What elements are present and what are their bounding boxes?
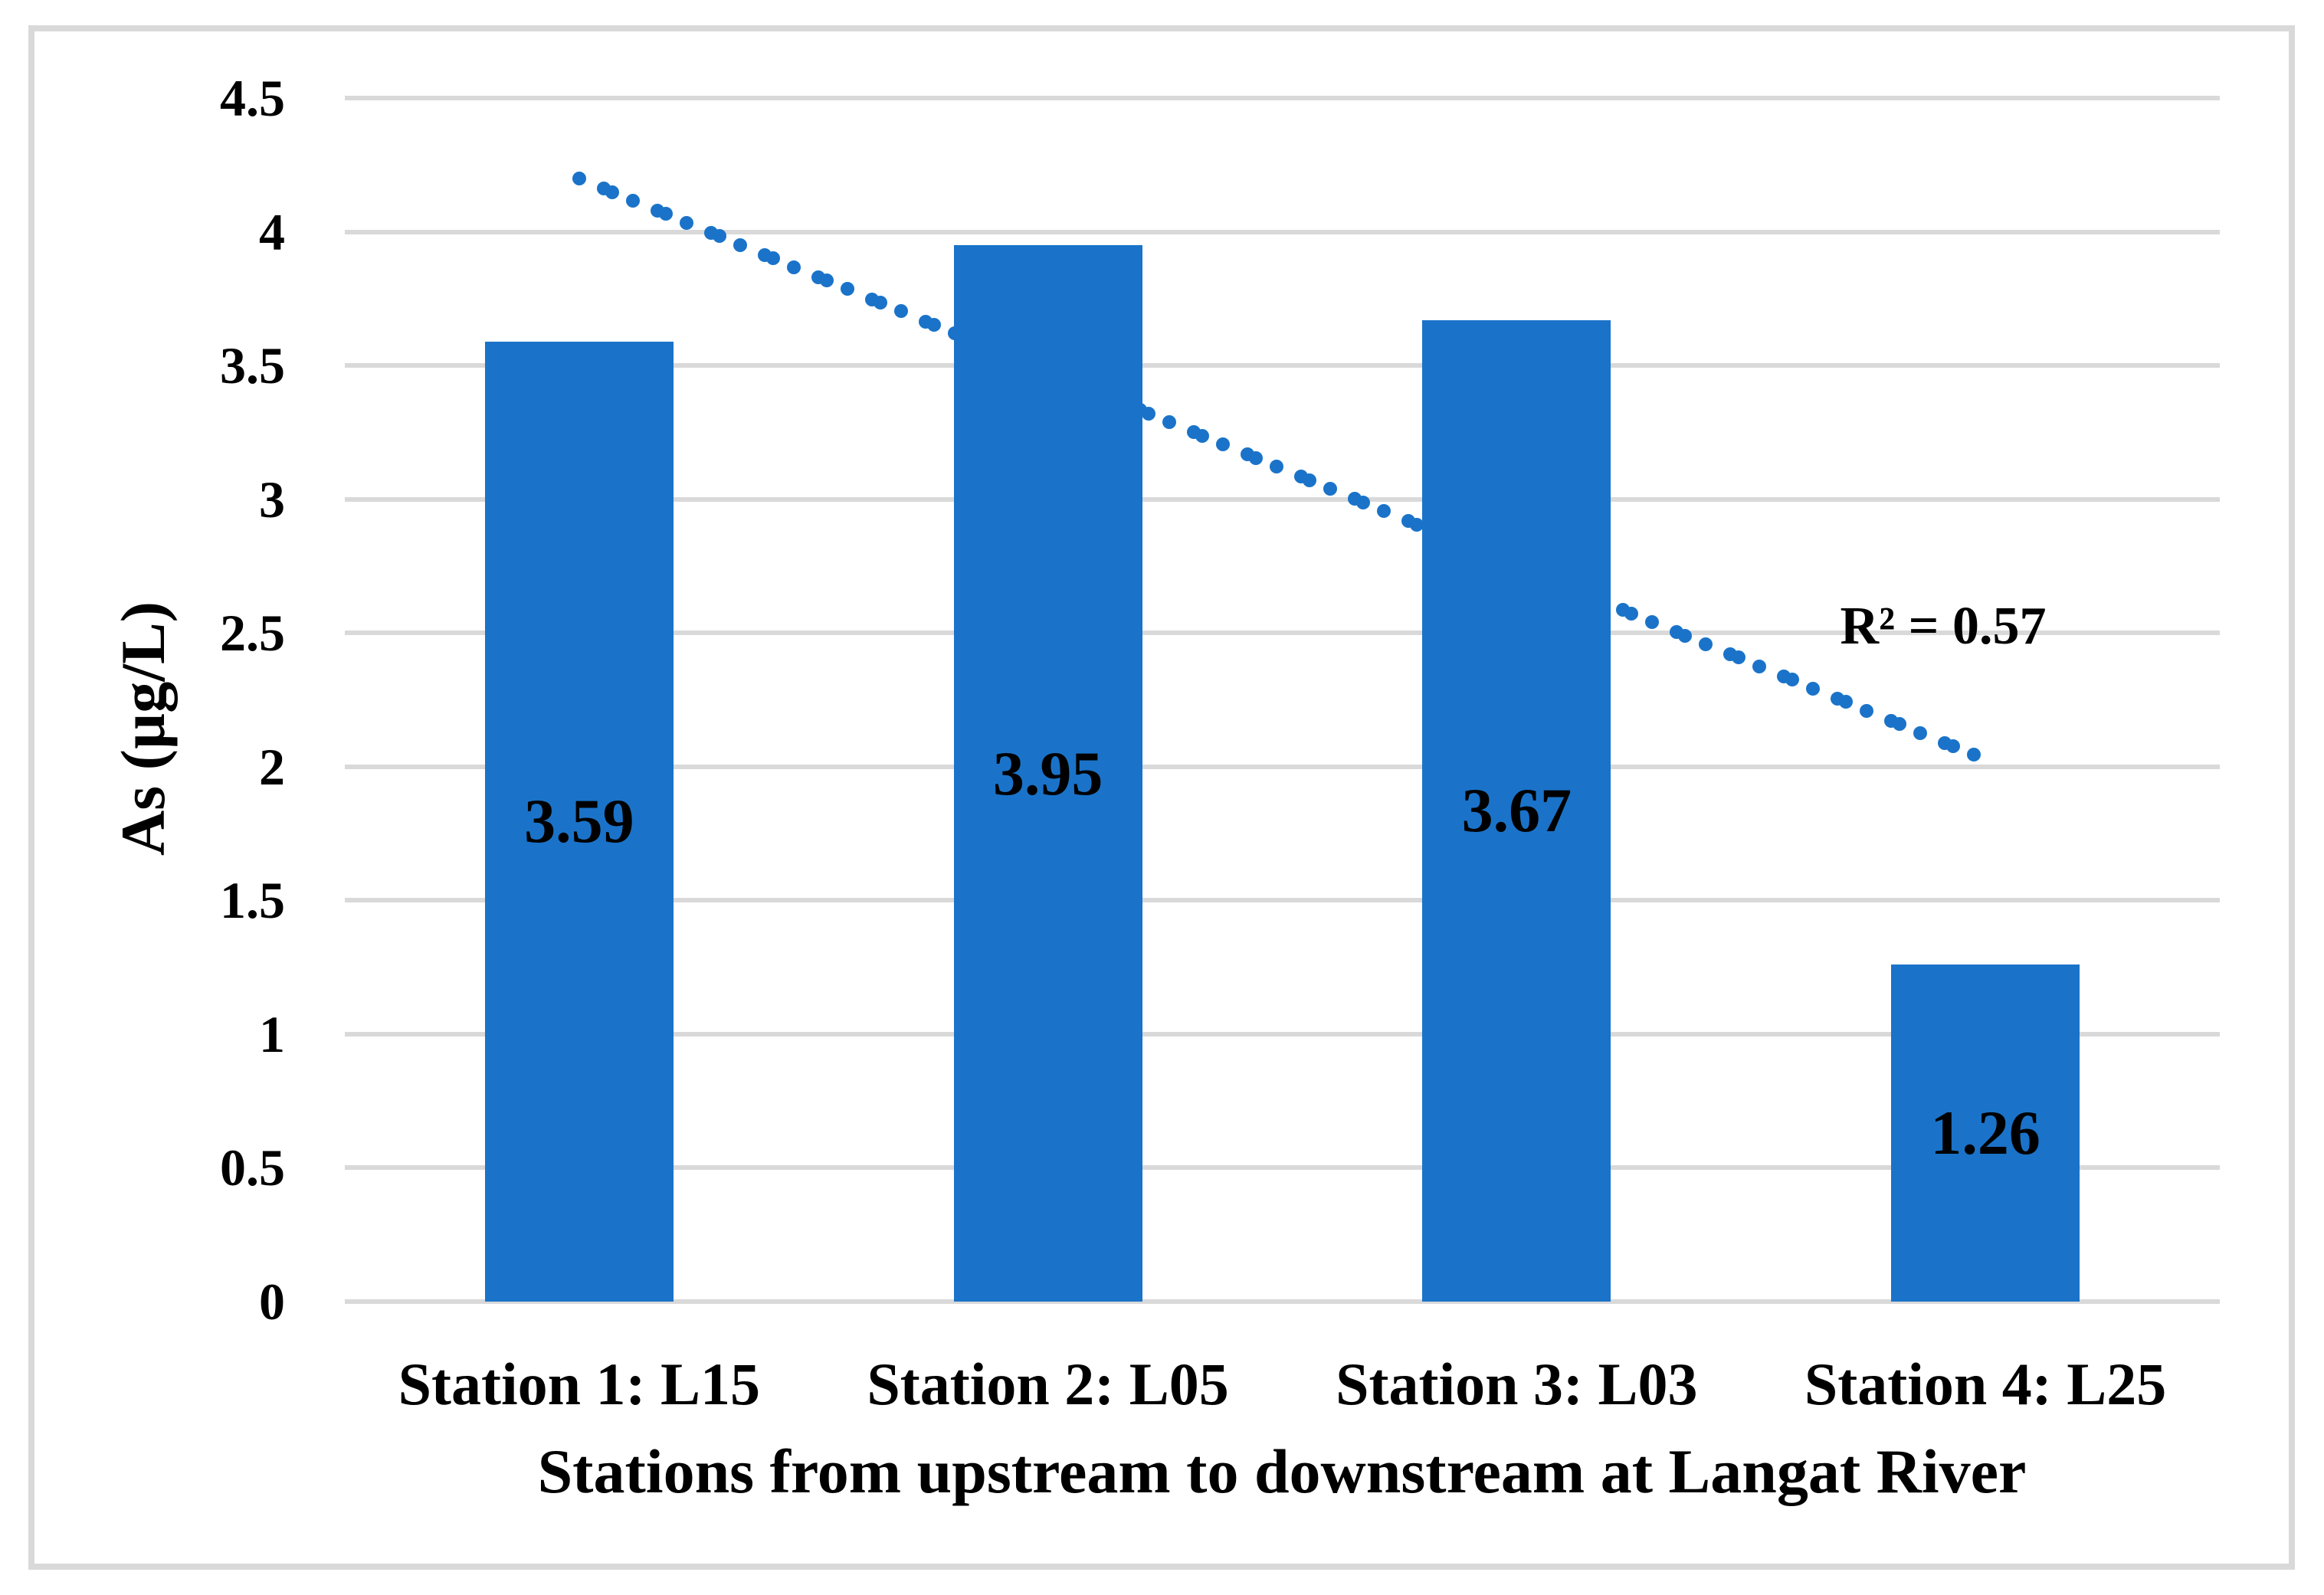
trendline-dot [1463,539,1477,554]
y-axis-tick-label: 1.5 [220,871,285,930]
bar-value-label: 3.67 [1461,775,1572,846]
trendline-dot [605,185,619,199]
gridline-y-0.5 [345,1165,2220,1171]
trendline-dot [1731,650,1745,665]
chart-outer-frame [28,25,2295,1570]
trendline-dot [1945,739,1960,754]
trendline-dot [625,193,640,208]
trendline-dot [1195,428,1209,443]
trendline-dot [1644,614,1659,629]
trendline-dot [1269,460,1283,474]
y-axis-tick-label: 2 [259,737,285,796]
trendline-dot [1323,482,1337,496]
trendline-dot [1108,393,1123,408]
trendline-dot [1752,659,1766,673]
gridline-y-0 [345,1299,2220,1304]
trendline-dot [572,171,586,185]
trendline-dot [1698,637,1713,651]
trendline-dot [1570,584,1585,598]
y-axis-tick-label: 3 [259,470,285,529]
trendline-dot [1859,703,1873,718]
y-axis-tick-label: 0 [259,1272,285,1331]
trendline-dot [1805,681,1820,696]
trendline-dot [1001,349,1015,363]
trendline-r2-annotation: R² = 0.57 [1840,597,2047,656]
trendline-dot [947,326,962,341]
bar-station-4 [1891,965,2080,1302]
y-axis-tick-label: 0.5 [220,1138,285,1197]
trendline-dot [1215,437,1230,452]
trendline-dot [1430,526,1444,540]
trendline-dot [1483,548,1498,562]
y-axis-tick-label: 4 [259,202,285,261]
trendline-dot [1054,371,1069,385]
trendline-dot [712,229,726,244]
trendline-dot [1913,725,1927,740]
gridline-y-2 [345,764,2220,769]
gridline-y-1.5 [345,898,2220,903]
trendline-dot [1302,473,1316,487]
trendline-dot [873,296,887,310]
bar-station-3 [1422,319,1611,1302]
trendline-dot [1162,415,1176,430]
trendline-dot [1966,748,1981,762]
trendline-dot [1355,495,1370,509]
bar-value-label: 3.95 [992,738,1103,808]
y-axis-tick-label: 3.5 [220,336,285,395]
x-axis-tick-label: Station 4: L25 [1804,1351,2167,1417]
trendline-dot [926,318,941,332]
bar-value-label: 1.26 [1930,1098,2040,1168]
trendline-dot [1537,570,1552,585]
trendline-dot [1087,385,1102,399]
trendline-dot [658,207,673,221]
trendline-dot [980,340,995,355]
x-axis-title: Stations from upstream to downstream at … [537,1436,2027,1506]
trendline-dot [679,215,693,230]
trendline-dot [819,273,834,288]
trendline-dot [1376,504,1391,518]
gridline-y-4.5 [345,96,2220,100]
trendline-dot [1248,450,1263,465]
gridline-y-4 [345,229,2220,234]
trendline-dot [1624,606,1638,621]
y-axis-tick-label: 1 [259,1004,285,1063]
trendline-dot [840,282,854,296]
trendline-dot [1141,407,1155,421]
trendline-dot [1892,717,1906,732]
x-axis-tick-label: Station 1: L15 [398,1351,761,1417]
trendline-dot [733,237,747,252]
trendline-dot [765,251,780,266]
gridline-y-3 [345,496,2220,502]
bar-value-label: 3.59 [524,786,634,856]
trendline-dot [1838,695,1853,709]
bar-station-2 [953,245,1142,1302]
x-axis-tick-label: Station 3: L03 [1336,1351,1698,1417]
y-axis-tick-label: 4.5 [220,69,285,127]
trendline-dot [893,304,908,319]
trendline-dot [1785,673,1799,687]
gridline-y-1 [345,1031,2220,1037]
trendline-dot [786,260,801,274]
bar-station-1 [484,341,674,1302]
y-axis-tick-label: 2.5 [220,604,285,663]
x-axis-tick-label: Station 2: L05 [867,1351,1229,1417]
trendline-dot [1409,517,1424,532]
trendline-dot [1591,592,1605,607]
trendline-dot [1516,562,1531,576]
gridline-y-2.5 [345,630,2220,636]
trendline-dot [1034,362,1048,377]
trendline-dot [1677,628,1692,643]
gridline-y-3.5 [345,363,2220,368]
